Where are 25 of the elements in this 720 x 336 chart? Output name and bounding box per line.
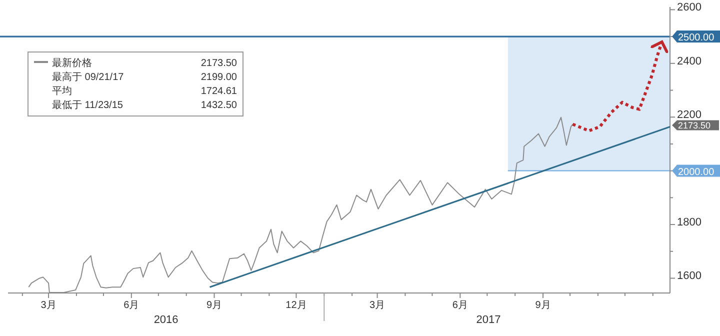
annotation: 最高于 09/21/17 <box>52 71 124 83</box>
annotation: 1724.61 <box>200 86 238 97</box>
x-tick-label: 12月 <box>286 300 307 311</box>
x-tick-label: 6月 <box>124 300 140 311</box>
x-tick-label: 3月 <box>370 300 386 311</box>
x-tick-label: 9月 <box>206 300 222 311</box>
y-tick-label: 2600 <box>677 2 702 14</box>
y-tick-label: 2400 <box>677 55 702 68</box>
x-tick-label: 9月 <box>535 300 551 311</box>
annotation: 平均 <box>52 85 72 97</box>
x-tick-label: 6月 <box>452 300 468 311</box>
x-tick-label: 3月 <box>40 300 56 311</box>
annotation: 2173.50 <box>200 58 238 69</box>
annotation: 2199.00 <box>200 72 238 83</box>
y-tick-label: 1600 <box>677 270 702 282</box>
text: 2016 <box>154 314 178 326</box>
ref-line-label: 2000.00 <box>678 166 715 178</box>
ref-line-label: 2500.00 <box>678 32 715 44</box>
annotation: 最低于 11/23/15 <box>52 100 124 111</box>
y-tick-label: 2200 <box>677 109 702 122</box>
y-tick-label: 1800 <box>677 216 702 229</box>
legend-label: 最新价格 <box>52 57 92 69</box>
text: 2017 <box>476 314 501 326</box>
annotation: 1432.50 <box>200 100 238 111</box>
text: 2173.50 <box>678 120 711 131</box>
